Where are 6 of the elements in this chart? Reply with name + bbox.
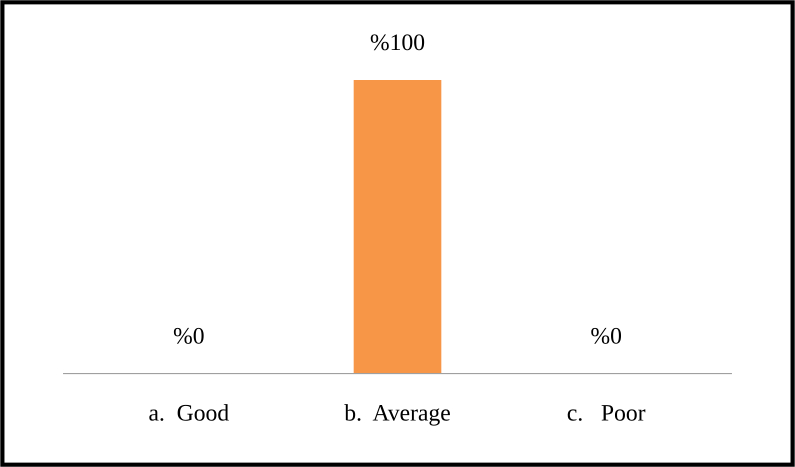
data-label: %0 [591,328,622,344]
x-tick-label: a. Good [149,404,229,421]
x-tick-label: c. Poor [568,405,646,421]
data-label: %100 [370,34,424,50]
x-tick-label: b. Average [344,404,450,426]
data-label: %0 [174,328,204,344]
